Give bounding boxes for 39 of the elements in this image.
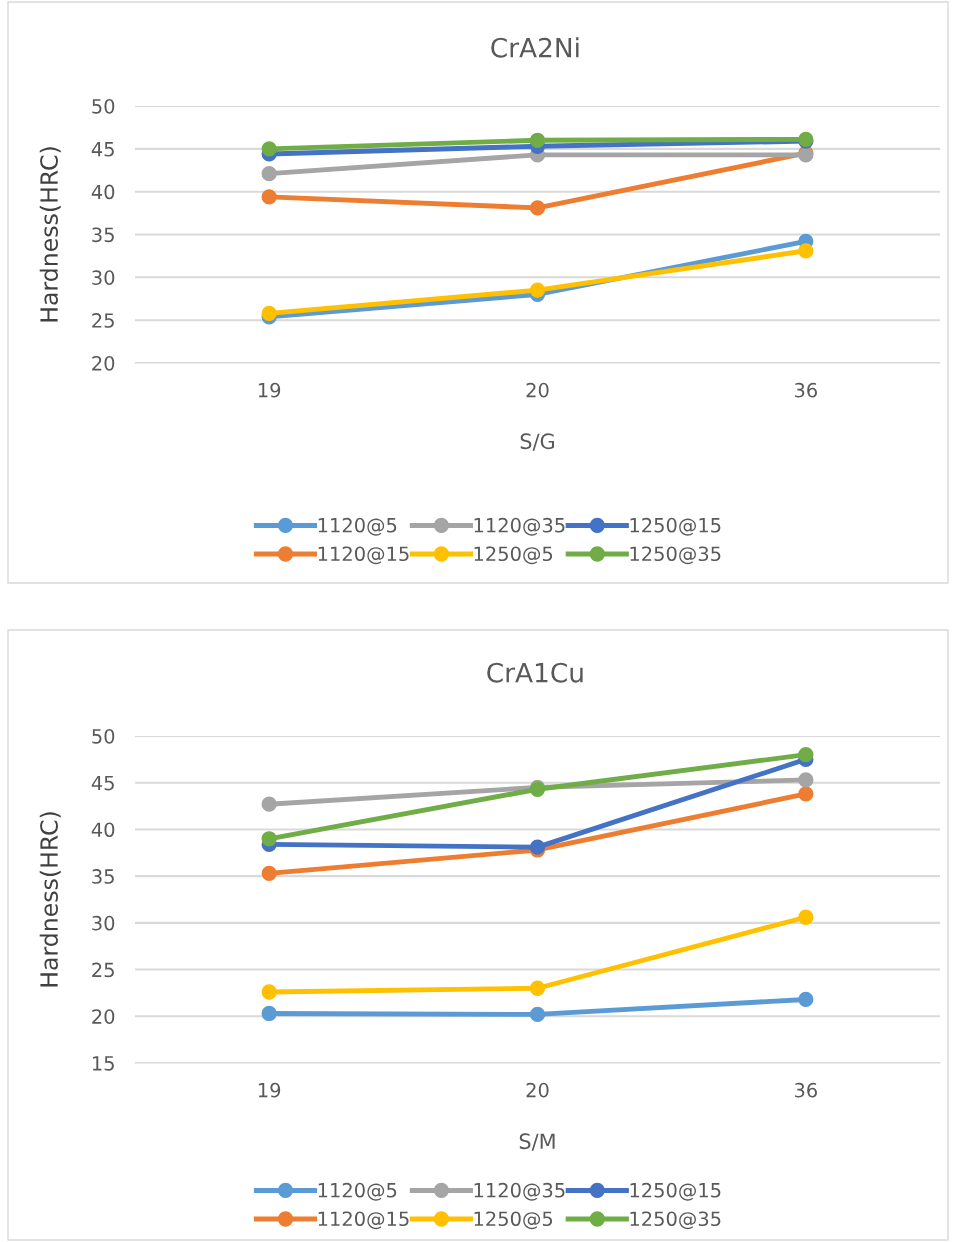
- legend-label: 1120@5: [318, 1182, 397, 1201]
- chart-title: CrA2Ni: [491, 37, 579, 58]
- x-tick-label: 20: [526, 382, 549, 398]
- legend-label: 1250@5: [474, 546, 553, 565]
- y-tick-label: 50: [92, 98, 115, 114]
- legend-label: 1120@5: [318, 517, 397, 536]
- y-tick-label: 25: [92, 962, 114, 978]
- y-tick-label: 45: [91, 775, 114, 791]
- x-axis-title: S/G: [520, 433, 554, 451]
- chart-title: CrA1Cu: [487, 662, 583, 683]
- legend-label: 1120@15: [318, 1211, 409, 1230]
- y-tick-label: 50: [92, 728, 115, 744]
- y-axis-title: Hardness(HRC): [39, 812, 61, 987]
- legend-label: 1250@35: [630, 1211, 721, 1230]
- legend-label: 1250@15: [630, 517, 721, 536]
- y-tick-label: 20: [92, 1009, 115, 1024]
- x-tick-label: 36: [794, 1082, 817, 1098]
- y-tick-label: 35: [92, 227, 114, 243]
- y-tick-label: 30: [92, 270, 115, 285]
- x-axis-title: S/M: [519, 1133, 555, 1151]
- y-tick-label: 20: [92, 355, 115, 371]
- y-tick-label: 25: [92, 313, 114, 328]
- y-tick-label: 40: [91, 184, 115, 200]
- legend-label: 1120@35: [474, 1182, 565, 1201]
- x-tick-label: 19: [258, 1082, 281, 1098]
- legend-label: 1120@35: [474, 517, 565, 536]
- y-tick-label: 45: [91, 142, 114, 157]
- y-tick-label: 35: [92, 869, 114, 884]
- y-tick-label: 40: [91, 822, 115, 838]
- x-tick-label: 20: [526, 1082, 549, 1098]
- x-tick-label: 19: [258, 382, 281, 398]
- x-tick-label: 36: [794, 382, 817, 398]
- legend-label: 1250@35: [630, 546, 721, 565]
- y-axis-title: Hardness(HRC): [39, 147, 61, 322]
- y-tick-label: 30: [92, 915, 115, 931]
- legend-label: 1250@5: [474, 1211, 553, 1230]
- legend-label: 1250@15: [630, 1182, 721, 1201]
- legend-label: 1120@15: [318, 546, 409, 565]
- y-tick-label: 15: [92, 1056, 114, 1071]
